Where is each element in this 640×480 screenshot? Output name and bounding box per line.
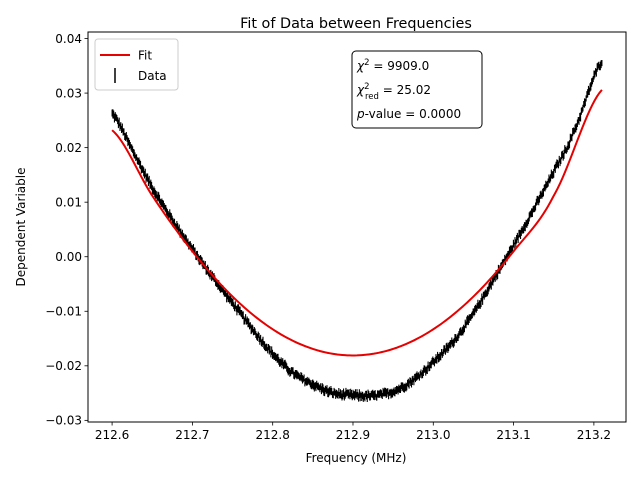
fit-statistics-box: χ2 = 9909.0 χ2 red = 25.02 p-value = 0.00… [351, 50, 483, 129]
y-tick-label: 0.02 [55, 141, 82, 155]
fit-series-line [111, 89, 603, 357]
y-tick-label: −0.01 [45, 305, 82, 319]
y-axis: −0.03 −0.02 −0.01 0.00 0.01 0.02 0.03 0.04 [45, 32, 88, 428]
x-tick-label: 212.6 [95, 428, 129, 442]
p-value-stat: p-value = 0.0000 [356, 107, 461, 121]
x-tick-label: 212.8 [256, 428, 290, 442]
plot-frame [87, 31, 627, 423]
legend-data-label: Data [138, 69, 167, 83]
legend-fit-label: Fit [138, 49, 152, 63]
y-axis-label: Dependent Variable [14, 168, 28, 287]
chart-title: Fit of Data between Frequencies [240, 16, 472, 32]
x-axis-label: Frequency (MHz) [306, 451, 407, 465]
x-tick-label: 213.2 [577, 428, 611, 442]
x-tick-label: 213.1 [496, 428, 530, 442]
stats-box [351, 50, 483, 129]
x-axis: 212.6 212.7 212.8 212.9 213.0 213.1 213.2 [95, 422, 611, 442]
y-tick-label: 0.03 [55, 86, 82, 100]
y-tick-label: 0.01 [55, 195, 82, 209]
x-tick-label: 213.0 [416, 428, 450, 442]
chi2-stat: χ2 = 9909.0 [356, 58, 429, 73]
y-tick-label: −0.02 [45, 359, 82, 373]
y-tick-label: −0.03 [45, 414, 82, 428]
x-tick-label: 212.7 [175, 428, 209, 442]
y-tick-label: 0.00 [55, 250, 82, 264]
legend: Fit Data [94, 38, 179, 91]
y-tick-label: 0.04 [55, 32, 82, 46]
chi2-reduced-stat: χ2 red = 25.02 [356, 82, 431, 102]
x-tick-label: 212.9 [336, 428, 370, 442]
data-series-errorbars [111, 60, 603, 403]
plot-content [111, 60, 603, 403]
